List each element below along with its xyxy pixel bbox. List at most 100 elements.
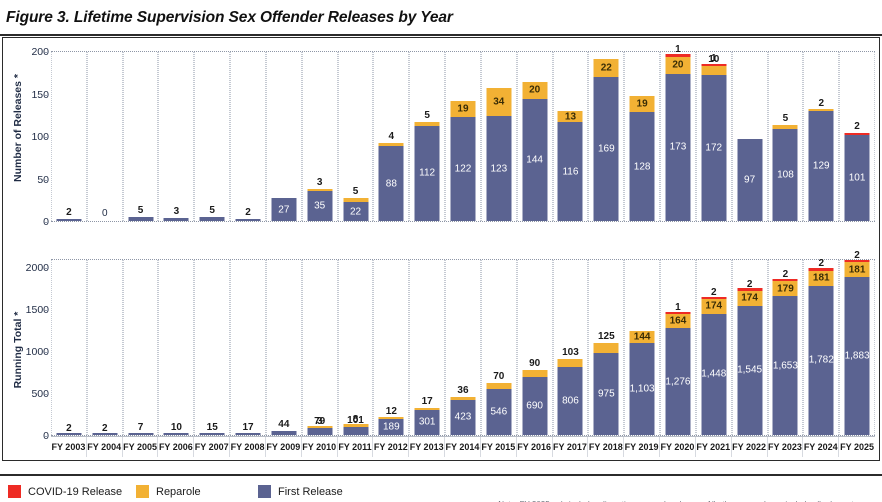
bar-value-label: 174 (705, 300, 723, 312)
bar-fy-2013[interactable]: 301 (414, 407, 440, 435)
bar-value-label-outside: 2 (66, 207, 72, 219)
bar-fy-2011[interactable]: 22 (343, 198, 368, 221)
bar-fy-2019[interactable]: 1,103 144 (630, 330, 655, 435)
bar-fy-2013[interactable]: 112 (414, 121, 440, 221)
bar-fy-2009[interactable] (271, 431, 297, 435)
bar-fy-2006[interactable] (163, 218, 189, 221)
bar-fy-2010[interactable] (307, 426, 333, 435)
chart-column: 169 22 (588, 52, 625, 221)
bar-segment-reparole (772, 124, 798, 130)
bar-fy-2010[interactable]: 35 (307, 188, 333, 221)
bar-value-label: 108 (777, 169, 794, 181)
bar-value-label: 129 (812, 160, 830, 172)
bar-fy-2012[interactable]: 88 (378, 142, 404, 221)
y-tick-label: 150 (31, 88, 49, 101)
bar-fy-2024[interactable]: 129 (808, 109, 834, 221)
bar-fy-2008[interactable] (235, 432, 261, 435)
bar-fy-2011[interactable] (343, 424, 368, 435)
bar-fy-2021[interactable]: 172 (701, 63, 727, 221)
chart-column: 3 (158, 52, 195, 221)
bar-segment-reparole (343, 424, 368, 427)
legend-item-reparole[interactable]: Reparole (136, 485, 201, 498)
bar-segment-first-release: 1,276 (665, 328, 690, 435)
bar-fy-2022[interactable]: 1,545 174 (737, 288, 762, 435)
bar-fy-2024[interactable]: 1,782 181 (809, 268, 834, 435)
bar-fy-2025[interactable]: 1,883 181 (844, 259, 870, 435)
bar-fy-2003[interactable] (56, 218, 82, 221)
bar-segment-covid-19-release (844, 259, 870, 263)
bar-segment-first-release: 101 (844, 135, 870, 221)
bar-fy-2016[interactable]: 690 (522, 369, 548, 435)
x-axis-label-fy-2018: FY 2018 (588, 437, 625, 457)
chart-column: 2 (86, 260, 123, 435)
bar-segment-first-release: 112 (414, 125, 440, 221)
bar-value-label-outside: 1 (710, 53, 717, 65)
bar-fy-2014[interactable]: 423 (450, 396, 476, 435)
bar-segment-first-release (271, 431, 297, 435)
bar-fy-2005[interactable] (128, 216, 154, 221)
bar-fy-2014[interactable]: 122 19 (450, 101, 476, 221)
bar-fy-2020[interactable]: 173 20 (665, 54, 691, 221)
bar-fy-2023[interactable]: 108 (772, 124, 798, 221)
bar-fy-2017[interactable]: 116 13 (557, 111, 583, 221)
x-axis-label-fy-2012: FY 2012 (373, 437, 410, 457)
bar-fy-2025[interactable]: 101 (844, 132, 870, 221)
bar-fy-2017[interactable]: 806 (557, 358, 583, 435)
bar-fy-2008[interactable] (235, 218, 261, 221)
plot-top-gridline (51, 51, 875, 52)
bar-segment-covid-19-release (701, 296, 727, 300)
chart-column: 10 (158, 260, 195, 435)
bar-fy-2016[interactable]: 144 20 (522, 81, 548, 221)
chart-column: 144 20 (516, 52, 553, 221)
y-tick-label: 500 (31, 388, 49, 401)
bar-fy-2023[interactable]: 1,653 179 (773, 278, 798, 435)
chart-column: 2 (51, 52, 87, 221)
chart-frame: Number of Releases * 050100150200 205352… (2, 37, 880, 502)
bar-fy-2021[interactable]: 1,448 174 (701, 296, 727, 435)
bar-fy-2005[interactable] (128, 432, 154, 435)
bar-fy-2007[interactable] (199, 216, 225, 221)
bar-value-label-outside: 2 (746, 278, 753, 290)
bar-fy-2015[interactable]: 123 34 (486, 87, 512, 221)
chart-column: 44 (265, 260, 302, 435)
bar-segment-reparole: 181 (844, 262, 870, 278)
chart-column: 3 35 (301, 52, 338, 221)
legend-item-first-release[interactable]: First Release (258, 485, 343, 498)
bar-fy-2007[interactable] (199, 432, 225, 435)
y-tick-mark (45, 137, 49, 138)
bar-segment-first-release (163, 432, 189, 435)
bar-segment-first-release: 189 (378, 419, 404, 435)
y-axis-ticks-bottom: 0 500 1000 1500 2000 (3, 244, 49, 460)
bar-segment-first-release: 690 (522, 377, 548, 435)
bar-value-label-outside: 2 (710, 286, 717, 298)
bar-value-label: 690 (526, 400, 543, 412)
bar-value-label-outside: 17 (242, 421, 254, 433)
bar-fy-2009[interactable]: 27 (271, 198, 297, 221)
bar-segment-reparole (307, 426, 333, 429)
bar-fy-2012[interactable]: 189 (378, 416, 404, 435)
legend-item-covid-19-release[interactable]: COVID-19 Release (8, 485, 122, 498)
bar-fy-2019[interactable]: 128 19 (629, 96, 655, 221)
bar-segment-reparole: 34 (486, 87, 512, 117)
bar-fy-2004[interactable] (92, 432, 118, 435)
bar-fy-2006[interactable] (163, 432, 189, 435)
bar-value-label: 88 (385, 178, 397, 190)
bar-value-label: 144 (526, 154, 543, 166)
bar-fy-2020[interactable]: 1,276 164 (665, 311, 690, 435)
y-axis-ticks-top: 0 50 100 150 200 (3, 38, 49, 244)
legend-label-reparole: Reparole (156, 485, 201, 498)
bar-value-label: 1,883 (844, 350, 870, 362)
bar-value-label: 975 (597, 388, 615, 400)
bar-value-label: 27 (278, 204, 290, 216)
bar-segment-reparole (557, 358, 583, 368)
bar-fy-2018[interactable]: 975 (593, 342, 619, 435)
chart-column: 2 1,448 174 (695, 260, 732, 435)
bar-fy-2018[interactable]: 169 22 (593, 58, 619, 221)
bar-fy-2015[interactable]: 546 (486, 383, 512, 435)
y-tick-label: 2000 (25, 262, 49, 275)
bar-value-label: 34 (493, 96, 505, 108)
bar-fy-2022[interactable]: 97 (737, 138, 763, 221)
bar-fy-2003[interactable] (56, 432, 82, 435)
y-tick-mark (45, 179, 49, 181)
